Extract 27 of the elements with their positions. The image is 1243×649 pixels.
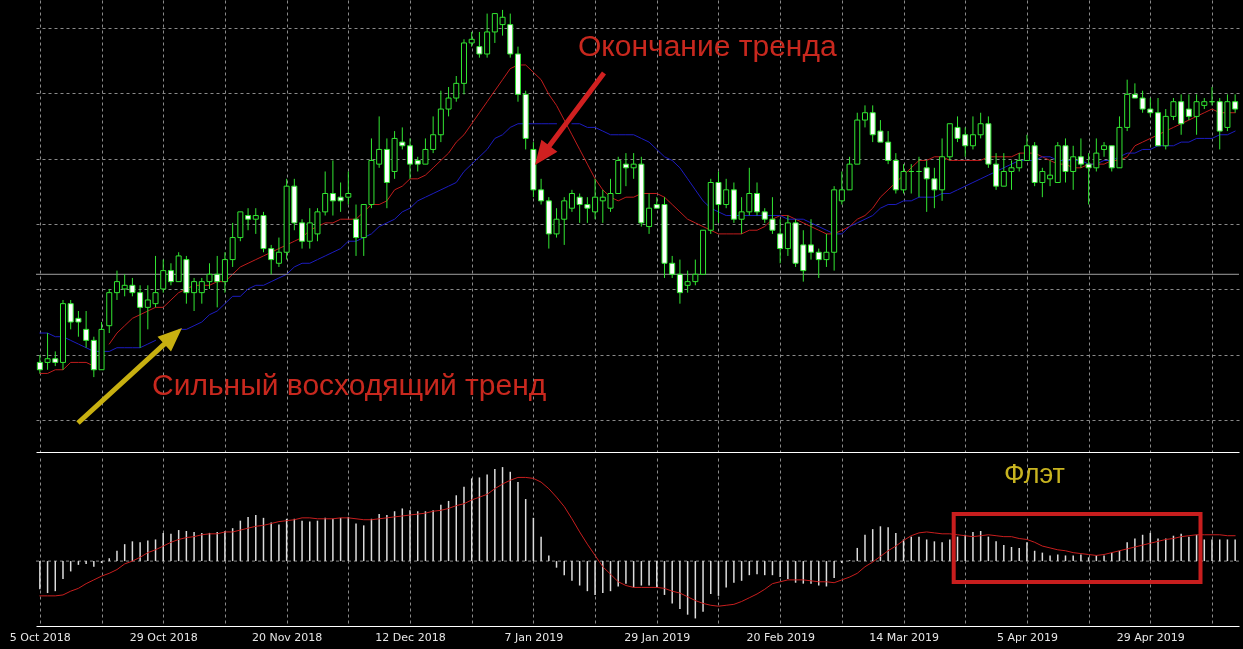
x-tick-label: 29 Oct 2018: [129, 630, 198, 644]
candlestick: [83, 310, 90, 349]
candlestick: [299, 218, 306, 250]
candlestick: [353, 204, 360, 257]
candlestick: [113, 270, 120, 301]
candlestick: [969, 115, 976, 150]
candlestick: [777, 218, 784, 264]
candlestick: [160, 259, 167, 294]
x-tick-label: 20 Feb 2019: [746, 630, 815, 644]
candlestick: [568, 189, 575, 213]
x-tick-label: 20 Nov 2018: [251, 630, 323, 644]
candlestick: [407, 137, 414, 180]
annotation: Окончание тренда: [578, 29, 837, 62]
candlestick: [167, 262, 174, 286]
x-tick-label: 12 Dec 2018: [375, 630, 446, 644]
x-tick-label: 7 Jan 2019: [504, 630, 564, 644]
x-tick-label: 29 Jan 2019: [624, 630, 691, 644]
candlestick: [808, 218, 815, 261]
annotation: Флэт: [1004, 459, 1065, 489]
x-tick-label: 14 Mar 2019: [869, 630, 939, 644]
candlestick: [1101, 141, 1108, 158]
candlestick: [754, 181, 761, 217]
candlestick: [861, 104, 868, 128]
x-tick-label: 5 Oct 2018: [9, 630, 71, 644]
x-tick-label: 5 Apr 2019: [996, 630, 1058, 644]
x-tick-label: 29 Apr 2019: [1116, 630, 1185, 644]
annotation: Сильный восходящий тренд: [152, 368, 547, 401]
